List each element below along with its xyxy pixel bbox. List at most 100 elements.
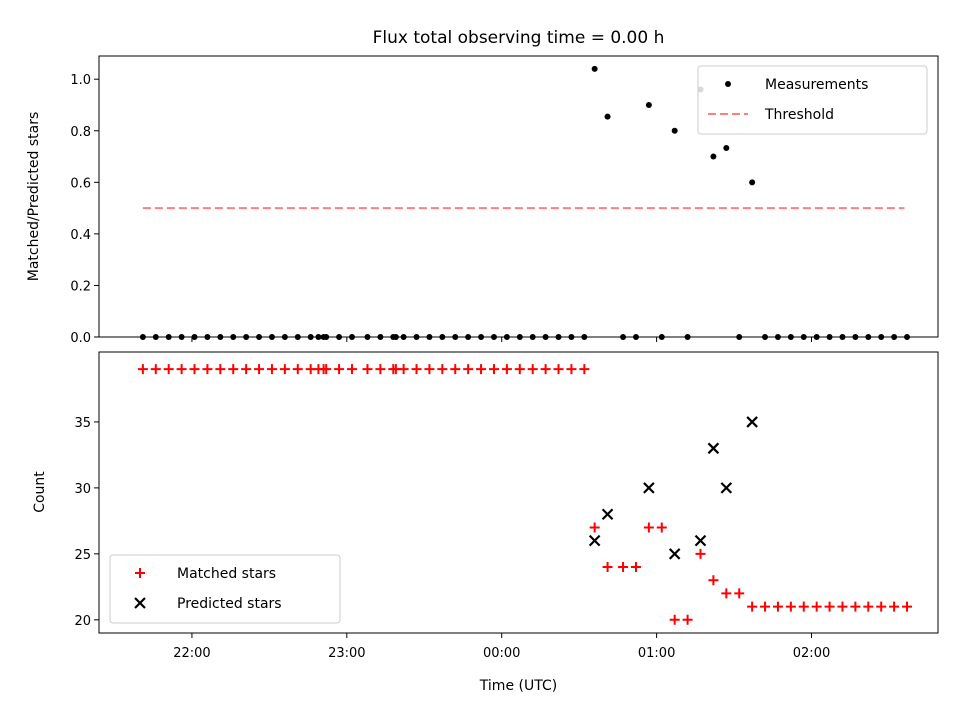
legend-predicted-swatch bbox=[134, 597, 146, 609]
bottom-predicted-point bbox=[643, 482, 655, 494]
legend-measurement-swatch bbox=[725, 81, 731, 87]
bottom-matched-point bbox=[292, 364, 303, 375]
bottom-matched-point bbox=[811, 601, 822, 612]
bottom-series-1 bbox=[588, 416, 758, 560]
bottom-series-0 bbox=[137, 364, 913, 625]
bottom-matched-point bbox=[785, 601, 796, 612]
bottom-matched-point bbox=[772, 601, 783, 612]
bottom-matched-point bbox=[202, 364, 213, 375]
legend-box bbox=[697, 65, 928, 135]
top-measurement-point bbox=[591, 65, 598, 72]
top-y-tick-label: 0.2 bbox=[70, 279, 91, 294]
top-measurement-point bbox=[749, 179, 756, 186]
chart-title: Flux total observing time = 0.00 h bbox=[373, 28, 665, 48]
bottom-matched-point bbox=[656, 522, 667, 533]
bottom-matched-point bbox=[527, 364, 538, 375]
legend-label: Threshold bbox=[764, 107, 834, 123]
bottom-matched-point bbox=[876, 601, 887, 612]
bottom-matched-point bbox=[850, 601, 861, 612]
bottom-matched-point bbox=[254, 364, 265, 375]
bottom-matched-point bbox=[514, 364, 525, 375]
bottom-predicted-point bbox=[707, 442, 720, 455]
bottom-panel: 20 25 30 35 22:00 23:00 00:00 01:00 02:00 bbox=[74, 351, 939, 661]
bottom-matched-point bbox=[889, 601, 900, 612]
bottom-matched-point bbox=[695, 548, 706, 559]
bottom-matched-point bbox=[346, 364, 357, 375]
bottom-matched-point bbox=[375, 364, 386, 375]
bottom-legend: Matched stars Predicted stars bbox=[109, 554, 341, 624]
bottom-x-tick-label: 02:00 bbox=[793, 646, 830, 661]
bottom-matched-point bbox=[708, 575, 719, 586]
top-y-axis-label: Matched/Predicted stars bbox=[26, 112, 42, 282]
bottom-matched-point bbox=[902, 601, 913, 612]
bottom-matched-point bbox=[760, 601, 771, 612]
top-panel: 0.0 0.2 0.4 0.6 0.8 1.0 bbox=[70, 55, 939, 346]
top-measurement-point bbox=[723, 145, 730, 152]
bottom-matched-point bbox=[589, 522, 600, 533]
bottom-matched-point bbox=[450, 364, 461, 375]
legend-matched-swatch bbox=[135, 568, 145, 578]
bottom-matched-point bbox=[747, 601, 758, 612]
legend-label: Measurements bbox=[765, 77, 868, 93]
bottom-matched-point bbox=[437, 364, 448, 375]
bottom-axes-frame bbox=[98, 351, 939, 634]
bottom-y-axis-label: Count bbox=[32, 471, 48, 513]
bottom-matched-point bbox=[228, 364, 239, 375]
top-measurement-point bbox=[604, 113, 611, 120]
bottom-matched-point bbox=[734, 588, 745, 599]
bottom-matched-point bbox=[398, 364, 409, 375]
bottom-matched-point bbox=[241, 364, 252, 375]
top-y-tick-label: 0.4 bbox=[70, 228, 91, 243]
top-measurement-point bbox=[645, 101, 652, 108]
top-y-tick-label: 1.0 bbox=[70, 73, 91, 88]
bottom-predicted-point bbox=[746, 416, 758, 428]
top-axes-frame bbox=[98, 55, 939, 338]
bottom-matched-point bbox=[176, 364, 187, 375]
bottom-matched-point bbox=[150, 364, 161, 375]
top-legend: Measurements Threshold bbox=[697, 65, 928, 135]
bottom-matched-point bbox=[643, 522, 654, 533]
top-measurement-point bbox=[671, 127, 678, 134]
bottom-y-tick-label: 20 bbox=[74, 614, 91, 629]
top-measurement-point bbox=[710, 153, 717, 160]
legend-label: Predicted stars bbox=[177, 596, 282, 612]
bottom-matched-point bbox=[137, 364, 148, 375]
bottom-matched-point bbox=[411, 364, 422, 375]
x-axis-label: Time (UTC) bbox=[479, 678, 557, 694]
bottom-y-tick-label: 35 bbox=[74, 416, 91, 431]
bottom-matched-point bbox=[266, 364, 277, 375]
top-y-tick-label: 0.6 bbox=[70, 176, 91, 191]
bottom-predicted-point bbox=[601, 508, 614, 521]
bottom-predicted-point bbox=[720, 482, 733, 494]
bottom-matched-point bbox=[501, 364, 512, 375]
bottom-matched-point bbox=[630, 562, 641, 573]
bottom-predicted-point bbox=[588, 534, 601, 547]
bottom-predicted-point bbox=[668, 548, 681, 560]
bottom-y-tick-label: 30 bbox=[74, 482, 91, 497]
bottom-matched-point bbox=[334, 364, 345, 375]
bottom-matched-point bbox=[618, 562, 629, 573]
bottom-matched-point bbox=[721, 588, 732, 599]
bottom-predicted-point bbox=[694, 534, 707, 547]
bottom-matched-point bbox=[566, 364, 577, 375]
bottom-matched-point bbox=[424, 364, 435, 375]
legend-box bbox=[109, 554, 341, 624]
bottom-matched-point bbox=[476, 364, 487, 375]
bottom-x-tick-label: 22:00 bbox=[173, 646, 210, 661]
bottom-matched-point bbox=[362, 364, 373, 375]
bottom-matched-point bbox=[189, 364, 200, 375]
bottom-matched-point bbox=[488, 364, 499, 375]
bottom-matched-point bbox=[163, 364, 174, 375]
bottom-matched-point bbox=[463, 364, 474, 375]
legend-label: Matched stars bbox=[177, 566, 276, 582]
bottom-matched-point bbox=[682, 614, 693, 625]
bottom-matched-point bbox=[579, 364, 590, 375]
top-y-tick-label: 0.0 bbox=[70, 331, 91, 346]
bottom-matched-point bbox=[279, 364, 290, 375]
bottom-matched-point bbox=[798, 601, 809, 612]
bottom-matched-point bbox=[540, 364, 551, 375]
bottom-matched-point bbox=[553, 364, 564, 375]
bottom-matched-point bbox=[863, 601, 874, 612]
bottom-matched-point bbox=[837, 601, 848, 612]
bottom-y-tick-label: 25 bbox=[74, 548, 91, 563]
